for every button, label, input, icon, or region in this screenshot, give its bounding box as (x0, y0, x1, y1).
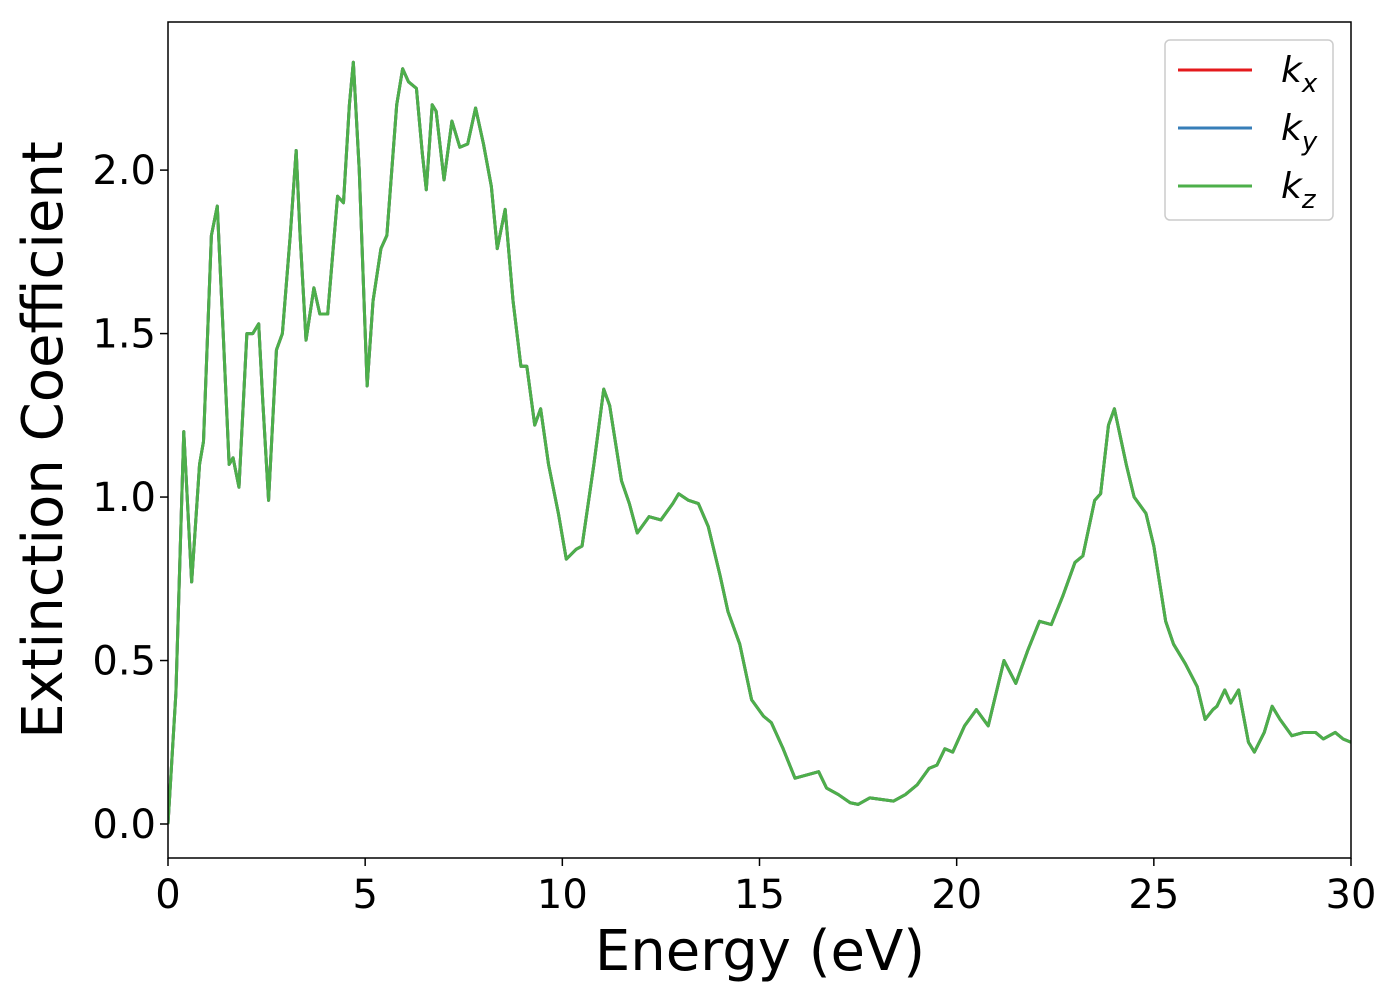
legend-subscript: z (1301, 185, 1317, 215)
legend-symbol: k (1281, 108, 1304, 149)
y-tick-label: 0.5 (92, 639, 156, 685)
legend-subscript: y (1301, 127, 1318, 157)
x-axis-label: Energy (eV) (595, 919, 925, 984)
x-tick-label: 25 (1128, 872, 1179, 918)
legend-label: kx (1281, 50, 1318, 99)
legend-symbol: k (1281, 166, 1304, 207)
y-tick-label: 0.0 (92, 802, 156, 848)
x-tick-label: 5 (352, 872, 377, 918)
y-tick-label: 1.5 (92, 312, 156, 358)
line-series (168, 60, 1351, 825)
legend-label: ky (1281, 108, 1318, 157)
legend-symbol: k (1281, 50, 1304, 91)
x-tick-label: 15 (734, 872, 785, 918)
legend-box (1164, 39, 1334, 221)
y-axis-label: Extinction Coefficient (11, 141, 76, 739)
x-tick-label: 0 (155, 872, 180, 918)
y-tick-label: 2.0 (92, 148, 156, 194)
x-tick-label: 20 (931, 872, 982, 918)
y-tick-label: 1.0 (92, 475, 156, 521)
plot-frame (167, 21, 1352, 859)
x-tick-label: 30 (1326, 872, 1377, 918)
x-tick-label: 10 (537, 872, 588, 918)
legend-subscript: x (1301, 69, 1318, 99)
legend-label: kz (1281, 166, 1317, 215)
